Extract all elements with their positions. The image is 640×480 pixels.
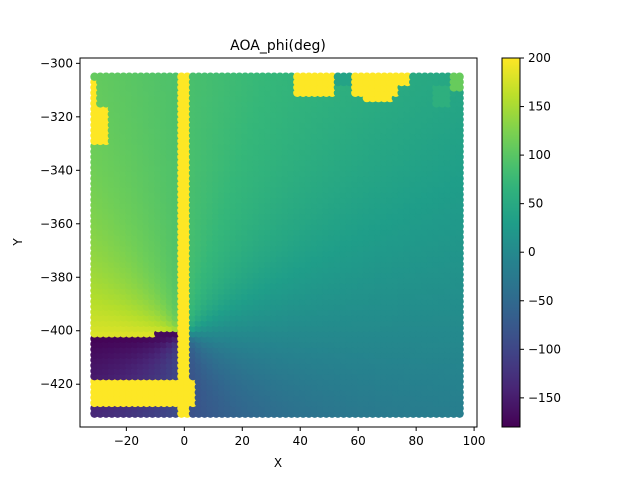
y-axis: −300 −320 −340 −360 −380 −400 −420	[40, 56, 80, 391]
colorbar-tick-label: −100	[528, 342, 561, 356]
x-tick-label: 60	[351, 434, 366, 448]
y-tick-label: −340	[40, 163, 73, 177]
colorbar-tick-label: 50	[528, 197, 543, 211]
y-tick-label: −400	[40, 324, 73, 338]
y-tick-label: −380	[40, 270, 73, 284]
colorbar-tick-label: −50	[528, 294, 553, 308]
x-axis: −20 0 20 40 60 80 100	[114, 427, 486, 448]
x-tick-label: 100	[463, 434, 486, 448]
y-axis-label: Y	[11, 238, 25, 247]
y-tick-label: −420	[40, 377, 73, 391]
x-tick-label: 20	[235, 434, 250, 448]
y-tick-label: −300	[40, 56, 73, 70]
x-tick-label: 0	[181, 434, 189, 448]
y-tick-label: −320	[40, 110, 73, 124]
plot-area	[90, 72, 464, 418]
colorbar-tick-label: 150	[528, 100, 551, 114]
colorbar-tick-label: 0	[528, 245, 536, 259]
colorbar: 200 150 100 50 0 −50 −100 −150	[501, 51, 561, 428]
colorbar-tick-label: −150	[528, 391, 561, 405]
x-tick-label: 80	[409, 434, 424, 448]
chart-title: AOA_phi(deg)	[230, 38, 326, 54]
colorbar-gradient	[502, 58, 520, 427]
y-tick-label: −360	[40, 217, 73, 231]
data-point	[455, 72, 464, 81]
colorbar-tick-label: 100	[528, 148, 551, 162]
x-tick-label: −20	[114, 434, 139, 448]
x-tick-label: 40	[293, 434, 308, 448]
x-axis-label: X	[274, 456, 282, 470]
colorbar-tick-label: 200	[528, 51, 551, 65]
